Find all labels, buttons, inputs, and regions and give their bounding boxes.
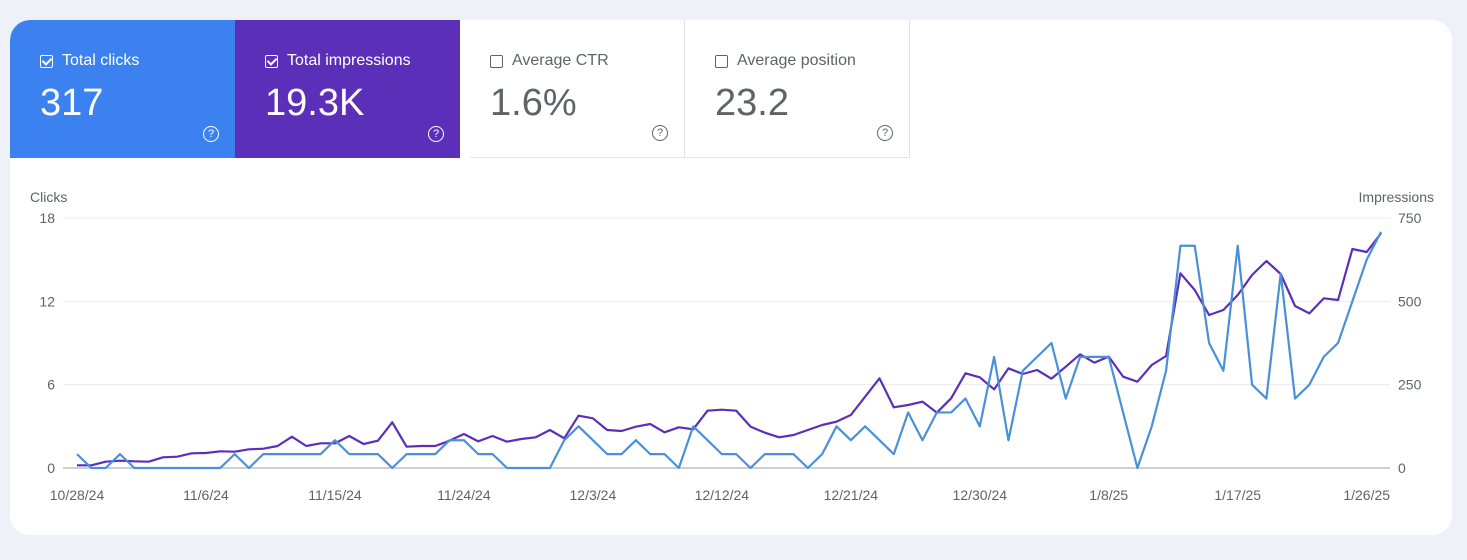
metric-value: 19.3K <box>265 82 365 124</box>
metric-tile-average-ctr[interactable]: Average CTR 1.6% ? <box>470 20 685 158</box>
x-tick-label: 10/28/24 <box>50 487 105 503</box>
right-tick-label: 0 <box>1398 460 1406 476</box>
left-tick-label: 18 <box>39 210 55 226</box>
metric-label: Average CTR <box>512 52 609 69</box>
left-tick-label: 6 <box>47 377 55 393</box>
help-icon[interactable]: ? <box>203 126 219 142</box>
help-icon[interactable]: ? <box>428 126 444 142</box>
right-axis-label: Impressions <box>1359 189 1434 205</box>
series-line-impressions <box>77 232 1382 467</box>
x-tick-label: 12/21/24 <box>824 487 879 503</box>
right-tick-label: 750 <box>1398 210 1422 226</box>
help-icon[interactable]: ? <box>652 125 668 141</box>
left-tick-label: 12 <box>39 293 55 309</box>
x-tick-label: 1/8/25 <box>1089 487 1128 503</box>
right-tick-label: 500 <box>1398 293 1422 309</box>
metric-value: 23.2 <box>715 82 789 124</box>
metric-value: 317 <box>40 82 104 124</box>
left-axis-label: Clicks <box>30 189 67 205</box>
right-tick-label: 250 <box>1398 377 1422 393</box>
x-tick-label: 11/15/24 <box>308 487 362 503</box>
metric-label: Average position <box>737 52 856 69</box>
series-line-clicks <box>76 231 1383 470</box>
x-tick-label: 12/30/24 <box>953 487 1008 503</box>
left-tick-label: 0 <box>47 460 55 476</box>
metric-label: Total clicks <box>62 52 140 69</box>
metric-label: Total impressions <box>287 52 411 69</box>
metric-tile-total-clicks[interactable]: Total clicks 317 ? <box>10 20 235 158</box>
help-icon[interactable]: ? <box>877 125 893 141</box>
checkbox-checked-icon[interactable] <box>265 54 278 68</box>
x-tick-label: 1/26/25 <box>1343 487 1390 503</box>
x-tick-label: 1/17/25 <box>1214 487 1261 503</box>
checkbox-checked-icon[interactable] <box>40 54 53 68</box>
x-tick-label: 11/24/24 <box>437 487 491 503</box>
metric-tile-average-position[interactable]: Average position 23.2 ? <box>685 20 910 158</box>
x-tick-label: 12/3/24 <box>570 487 617 503</box>
x-tick-label: 11/6/24 <box>183 487 229 503</box>
metric-tile-total-impressions[interactable]: Total impressions 19.3K ? <box>235 20 460 158</box>
x-tick-label: 12/12/24 <box>695 487 750 503</box>
metric-value: 1.6% <box>490 82 577 124</box>
checkbox-unchecked-icon[interactable] <box>715 54 728 68</box>
checkbox-unchecked-icon[interactable] <box>490 54 503 68</box>
